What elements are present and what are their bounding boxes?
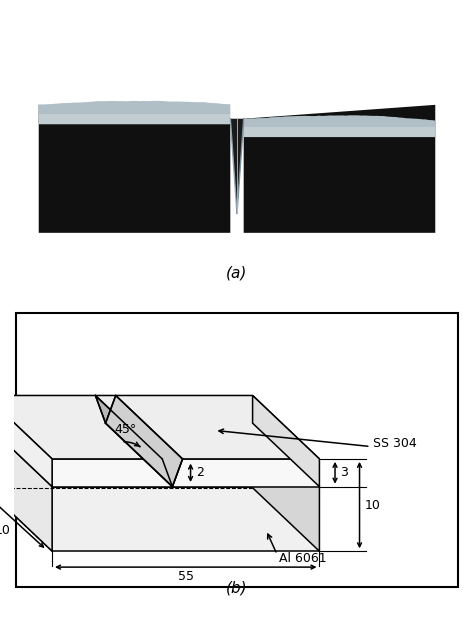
Polygon shape <box>39 101 230 124</box>
Polygon shape <box>230 119 244 213</box>
Polygon shape <box>0 396 319 459</box>
Polygon shape <box>244 105 435 233</box>
Polygon shape <box>0 423 319 487</box>
Polygon shape <box>39 105 230 233</box>
Polygon shape <box>253 396 319 487</box>
Text: 10: 10 <box>365 498 381 512</box>
Text: 10: 10 <box>0 524 10 537</box>
Polygon shape <box>39 114 230 124</box>
Polygon shape <box>162 459 182 487</box>
Polygon shape <box>0 396 52 487</box>
Text: (a): (a) <box>226 265 248 280</box>
Polygon shape <box>244 115 435 137</box>
Polygon shape <box>52 487 319 551</box>
Text: 3: 3 <box>340 466 348 479</box>
Polygon shape <box>253 423 319 551</box>
Text: 45°: 45° <box>115 424 137 436</box>
Polygon shape <box>244 127 435 137</box>
Text: SS 304: SS 304 <box>373 437 417 450</box>
Polygon shape <box>0 423 52 551</box>
Text: 2: 2 <box>196 466 204 479</box>
Polygon shape <box>95 396 173 487</box>
Text: 55: 55 <box>178 570 194 583</box>
Polygon shape <box>52 459 319 487</box>
Text: Al 6061: Al 6061 <box>279 552 327 566</box>
Polygon shape <box>106 396 182 487</box>
Text: (b): (b) <box>226 581 248 596</box>
